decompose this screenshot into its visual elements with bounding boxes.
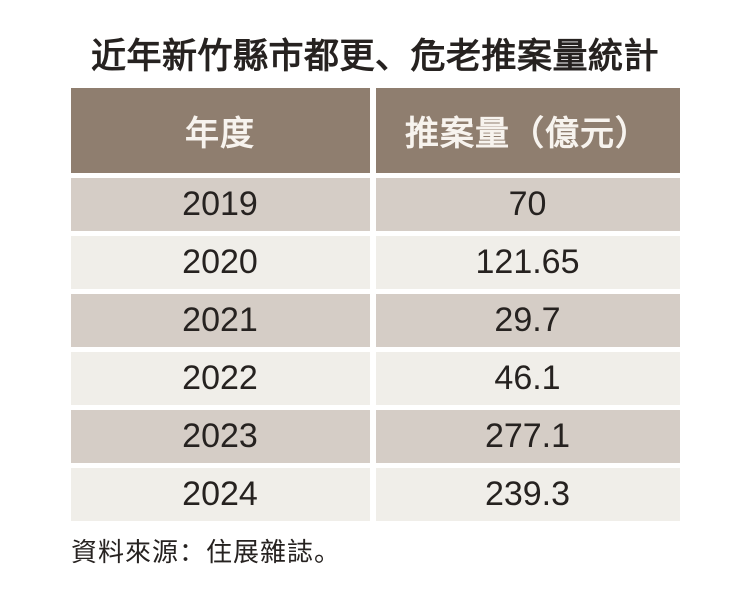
source-note: 資料來源：住展雜誌。 — [71, 537, 342, 567]
data-table: 年度 推案量（億元） 2019 70 2020 121.65 2021 29.7… — [70, 88, 680, 521]
value-cell: 70 — [375, 178, 680, 231]
year-cell: 2022 — [70, 352, 370, 405]
year-cell: 2023 — [70, 410, 370, 463]
value-cell: 29.7 — [375, 294, 680, 347]
year-cell: 2021 — [70, 294, 370, 347]
value-cell: 46.1 — [375, 352, 680, 405]
value-cell: 239.3 — [375, 468, 680, 521]
value-cell: 121.65 — [375, 236, 680, 289]
value-cell: 277.1 — [375, 410, 680, 463]
year-cell: 2019 — [70, 178, 370, 231]
header-cell-volume: 推案量（億元） — [375, 88, 680, 173]
year-cell: 2020 — [70, 236, 370, 289]
year-cell: 2024 — [70, 468, 370, 521]
header-cell-year: 年度 — [70, 88, 370, 173]
page-title: 近年新竹縣市都更、危老推案量統計 — [90, 37, 659, 76]
